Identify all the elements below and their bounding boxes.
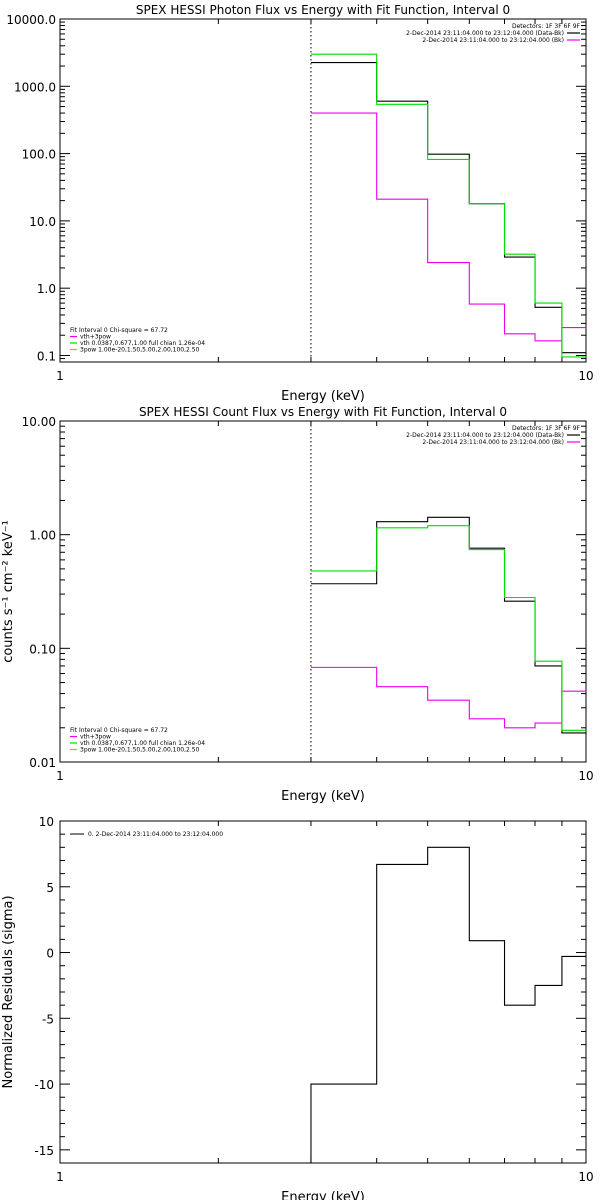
- x-axis-label: Energy (keV): [281, 389, 365, 404]
- series-line-3: [310, 53, 586, 358]
- x-tick-label: 1: [56, 1170, 64, 1184]
- y-tick-label: -10: [34, 1078, 54, 1092]
- y-tick-label: 1.00: [29, 529, 56, 543]
- time-range-label: 2-Dec-2014 23:11:04.000 to 23:12:04.000 …: [406, 30, 564, 37]
- y-tick-label: 10.0: [29, 215, 56, 229]
- y-tick-label: -15: [34, 1144, 54, 1158]
- series-line-1: [310, 516, 586, 734]
- time-range-label: 2-Dec-2014 23:11:04.000 to 23:12:04.000 …: [422, 439, 564, 446]
- y-tick-label: 10000.0: [6, 13, 56, 27]
- y-tick-label: 0.1: [37, 349, 56, 363]
- time-range-label: 2-Dec-2014 23:11:04.000 to 23:12:04.000 …: [422, 37, 564, 44]
- legend-item: 0. 2-Dec-2014 23:11:04.000 to 23:12:04.0…: [88, 831, 223, 838]
- y-tick-label: 100.0: [22, 148, 56, 162]
- series-line-3: [310, 525, 586, 731]
- y-tick-label: -5: [42, 1012, 54, 1026]
- plot-frame: [59, 820, 587, 1164]
- y-tick-label: 0: [46, 947, 54, 961]
- legend-item: vth 0.0387,0.677,1.00 full chian 1.26e-0…: [80, 740, 205, 747]
- series-line-2: [310, 112, 586, 342]
- x-axis-label: Energy (keV): [281, 789, 365, 804]
- legend-item: 3pow 1.00e-20,1.50,5.00,2.00,100,2.50: [80, 747, 200, 754]
- time-range-label: 2-Dec-2014 23:11:04.000 to 23:12:04.000 …: [406, 432, 564, 439]
- y-tick-label: 10: [39, 815, 54, 829]
- plot-panel-1: SPEX HESSI Photon Flux vs Energy with Fi…: [6, 3, 593, 404]
- x-tick-label: 10: [578, 1170, 593, 1184]
- y-axis-label: Normalized Residuals (sigma): [1, 895, 16, 1088]
- y-tick-label: 1.0: [37, 282, 56, 296]
- legend-item: 3pow 1.00e-20,1.50,5.00,2.00,100,2.50: [80, 347, 200, 354]
- y-tick-label: 0.01: [29, 756, 56, 770]
- x-tick-label: 10: [578, 769, 593, 783]
- chart-title: SPEX HESSI Photon Flux vs Energy with Fi…: [136, 3, 510, 17]
- x-tick-label: 10: [578, 369, 593, 383]
- x-tick-label: 1: [56, 769, 64, 783]
- chart-title: SPEX HESSI Count Flux vs Energy with Fit…: [139, 405, 507, 419]
- x-tick-label: 1: [56, 369, 64, 383]
- legend-item: vth+3pow: [80, 334, 111, 341]
- y-axis-label: counts s⁻¹ cm⁻² keV⁻¹: [1, 520, 16, 663]
- series-line-1: [310, 846, 586, 1163]
- y-tick-label: 0.10: [29, 642, 56, 656]
- legend-header: Fit Interval 0 Chi-square = 67.72: [70, 727, 168, 734]
- y-tick-label: 5: [46, 881, 54, 895]
- legend-item: vth+3pow: [80, 734, 111, 741]
- plot-frame: [59, 18, 587, 363]
- plot-panel-2: SPEX HESSI Count Flux vs Energy with Fit…: [1, 405, 594, 804]
- y-tick-label: 10.00: [22, 415, 56, 429]
- x-axis-label: Energy (keV): [281, 1190, 365, 1200]
- plot-panel-3: 1 10 Energy (keV) 10 5 0 -5 -10 -15 Normalized Re…: [1, 815, 594, 1200]
- legend-item: vth 0.0387,0.677,1.00 full chian 1.26e-0…: [80, 340, 205, 347]
- detectors-label: Detectors: 1F 3F 6F 9F: [512, 23, 581, 30]
- series-line-2: [310, 666, 586, 729]
- legend-header: Fit Interval 0 Chi-square = 67.72: [70, 327, 168, 334]
- y-tick-label: 1000.0: [14, 80, 56, 94]
- detectors-label: Detectors: 1F 3F 6F 9F: [512, 425, 581, 432]
- series-line-1: [310, 62, 586, 354]
- plot-frame: [59, 420, 587, 763]
